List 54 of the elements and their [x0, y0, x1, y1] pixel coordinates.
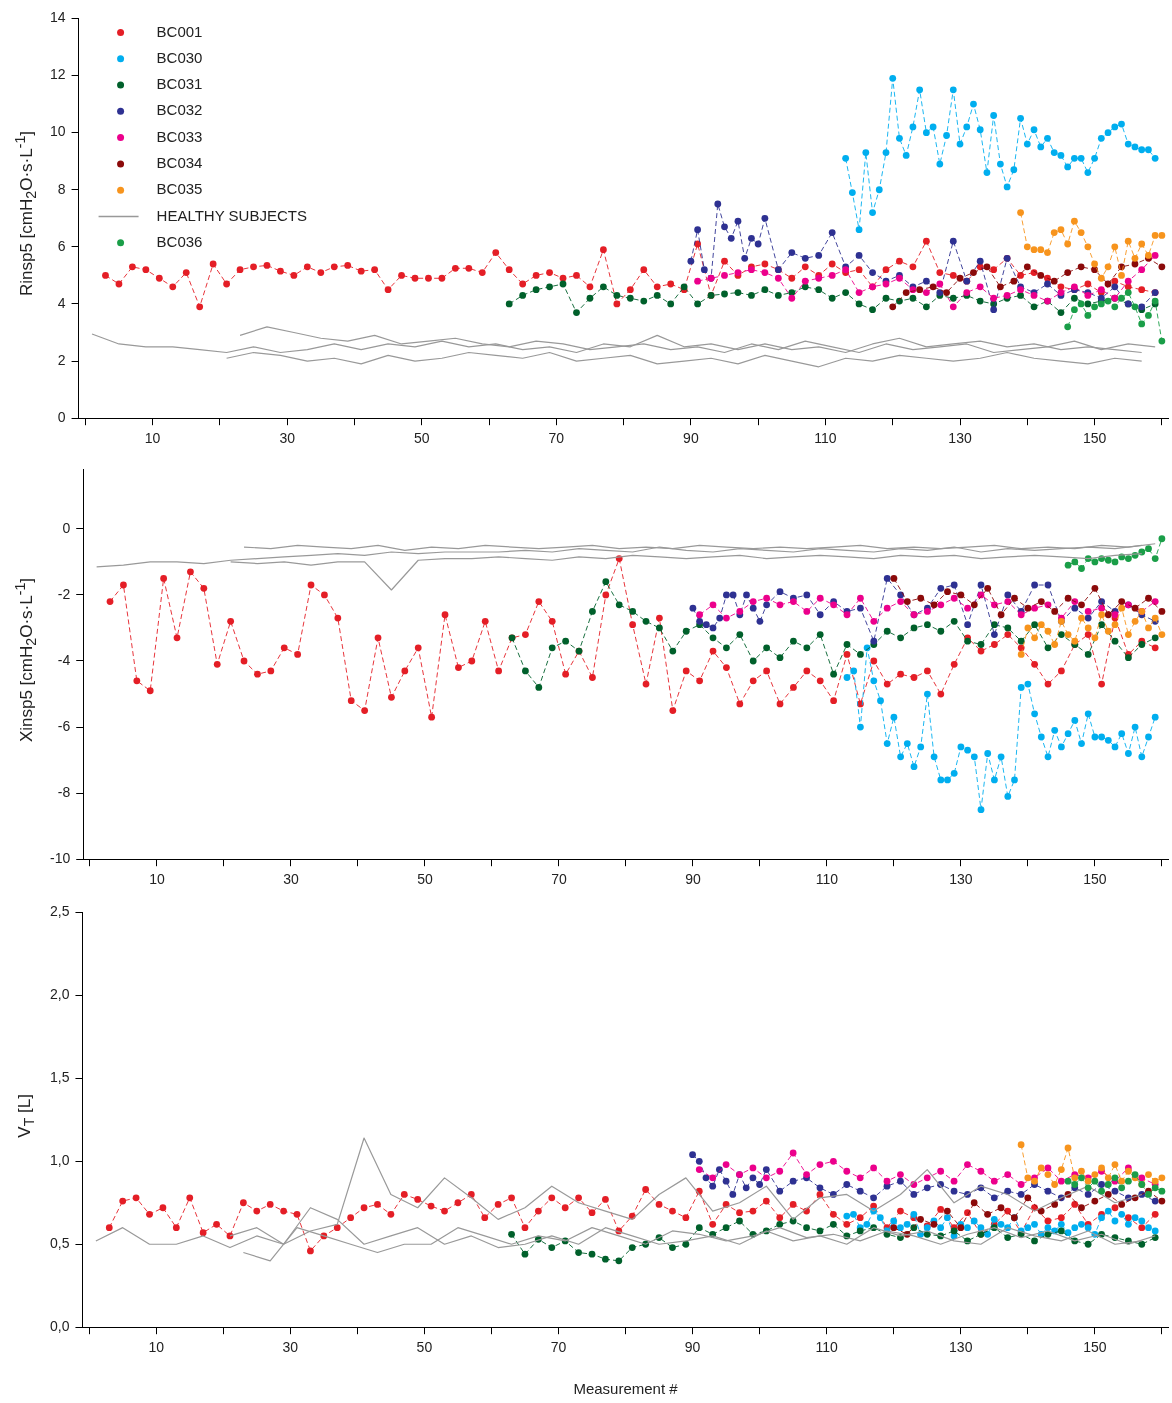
- y-tick-label: -4: [57, 651, 71, 668]
- y-tick-label: -6: [57, 717, 71, 734]
- y-tick-label: 4: [57, 294, 66, 311]
- x-tick-label: 50: [413, 430, 430, 447]
- x-tick-label: 10: [144, 430, 161, 447]
- legend-label: BC030: [156, 48, 203, 66]
- y-tick-label: 8: [57, 180, 66, 197]
- legend-label: BC001: [156, 22, 203, 40]
- legend-label: HEALTHY SUBJECTS: [156, 206, 307, 224]
- y-tick-label: 0: [62, 519, 71, 536]
- x-tick-label: 110: [815, 1339, 839, 1356]
- y-tick-label: 0: [57, 409, 66, 426]
- x-tick-label: 70: [550, 1339, 567, 1356]
- y-tick-label: 2,5: [49, 903, 70, 920]
- x-tick-label: 90: [685, 871, 701, 888]
- x-tick-label: 30: [282, 1339, 299, 1356]
- y-tick-label: 1,5: [49, 1069, 70, 1086]
- y-tick-label: 0,0: [49, 1318, 70, 1335]
- legend-label: BC031: [156, 75, 203, 93]
- x-axis-title: Measurement #: [573, 1380, 679, 1398]
- y-tick-label: 6: [57, 237, 66, 254]
- x-tick-label: 90: [683, 430, 699, 447]
- x-tick-label: 150: [1083, 871, 1107, 888]
- y-tick-label: -2: [57, 585, 71, 602]
- x-tick-label: 130: [949, 871, 973, 888]
- y-tick-label: 14: [49, 9, 66, 26]
- x-tick-label: 70: [548, 430, 565, 447]
- x-tick-label: 10: [149, 871, 165, 888]
- legend-label: BC032: [156, 101, 203, 119]
- legend-label: BC035: [156, 180, 203, 198]
- x-tick-label: 150: [1083, 1339, 1107, 1356]
- y-tick-label: -8: [57, 783, 71, 800]
- x-tick-label: 50: [416, 1339, 433, 1356]
- y-tick-label: 1,0: [49, 1152, 70, 1169]
- y-tick-label: 12: [49, 66, 66, 83]
- y-tick-label: 10: [49, 123, 66, 140]
- x-tick-label: 50: [417, 871, 433, 888]
- legend-label: BC033: [156, 127, 203, 145]
- x-tick-label: 150: [1082, 430, 1107, 447]
- x-tick-label: 130: [948, 430, 972, 447]
- y-tick-label: 2,0: [49, 986, 70, 1003]
- x-tick-label: 30: [279, 430, 296, 447]
- x-tick-label: 10: [148, 1339, 165, 1356]
- legend-label: BC036: [156, 232, 203, 250]
- y-tick-label: -10: [50, 850, 71, 867]
- x-tick-label: 90: [684, 1339, 701, 1356]
- x-tick-label: 110: [815, 871, 839, 888]
- x-tick-label: 130: [949, 1339, 973, 1356]
- legend-label: BC034: [156, 154, 203, 172]
- y-tick-label: 2: [57, 351, 66, 368]
- x-tick-label: 70: [551, 871, 567, 888]
- x-tick-label: 30: [283, 871, 299, 888]
- x-tick-label: 110: [814, 430, 837, 447]
- y-tick-label: 0,5: [49, 1235, 70, 1252]
